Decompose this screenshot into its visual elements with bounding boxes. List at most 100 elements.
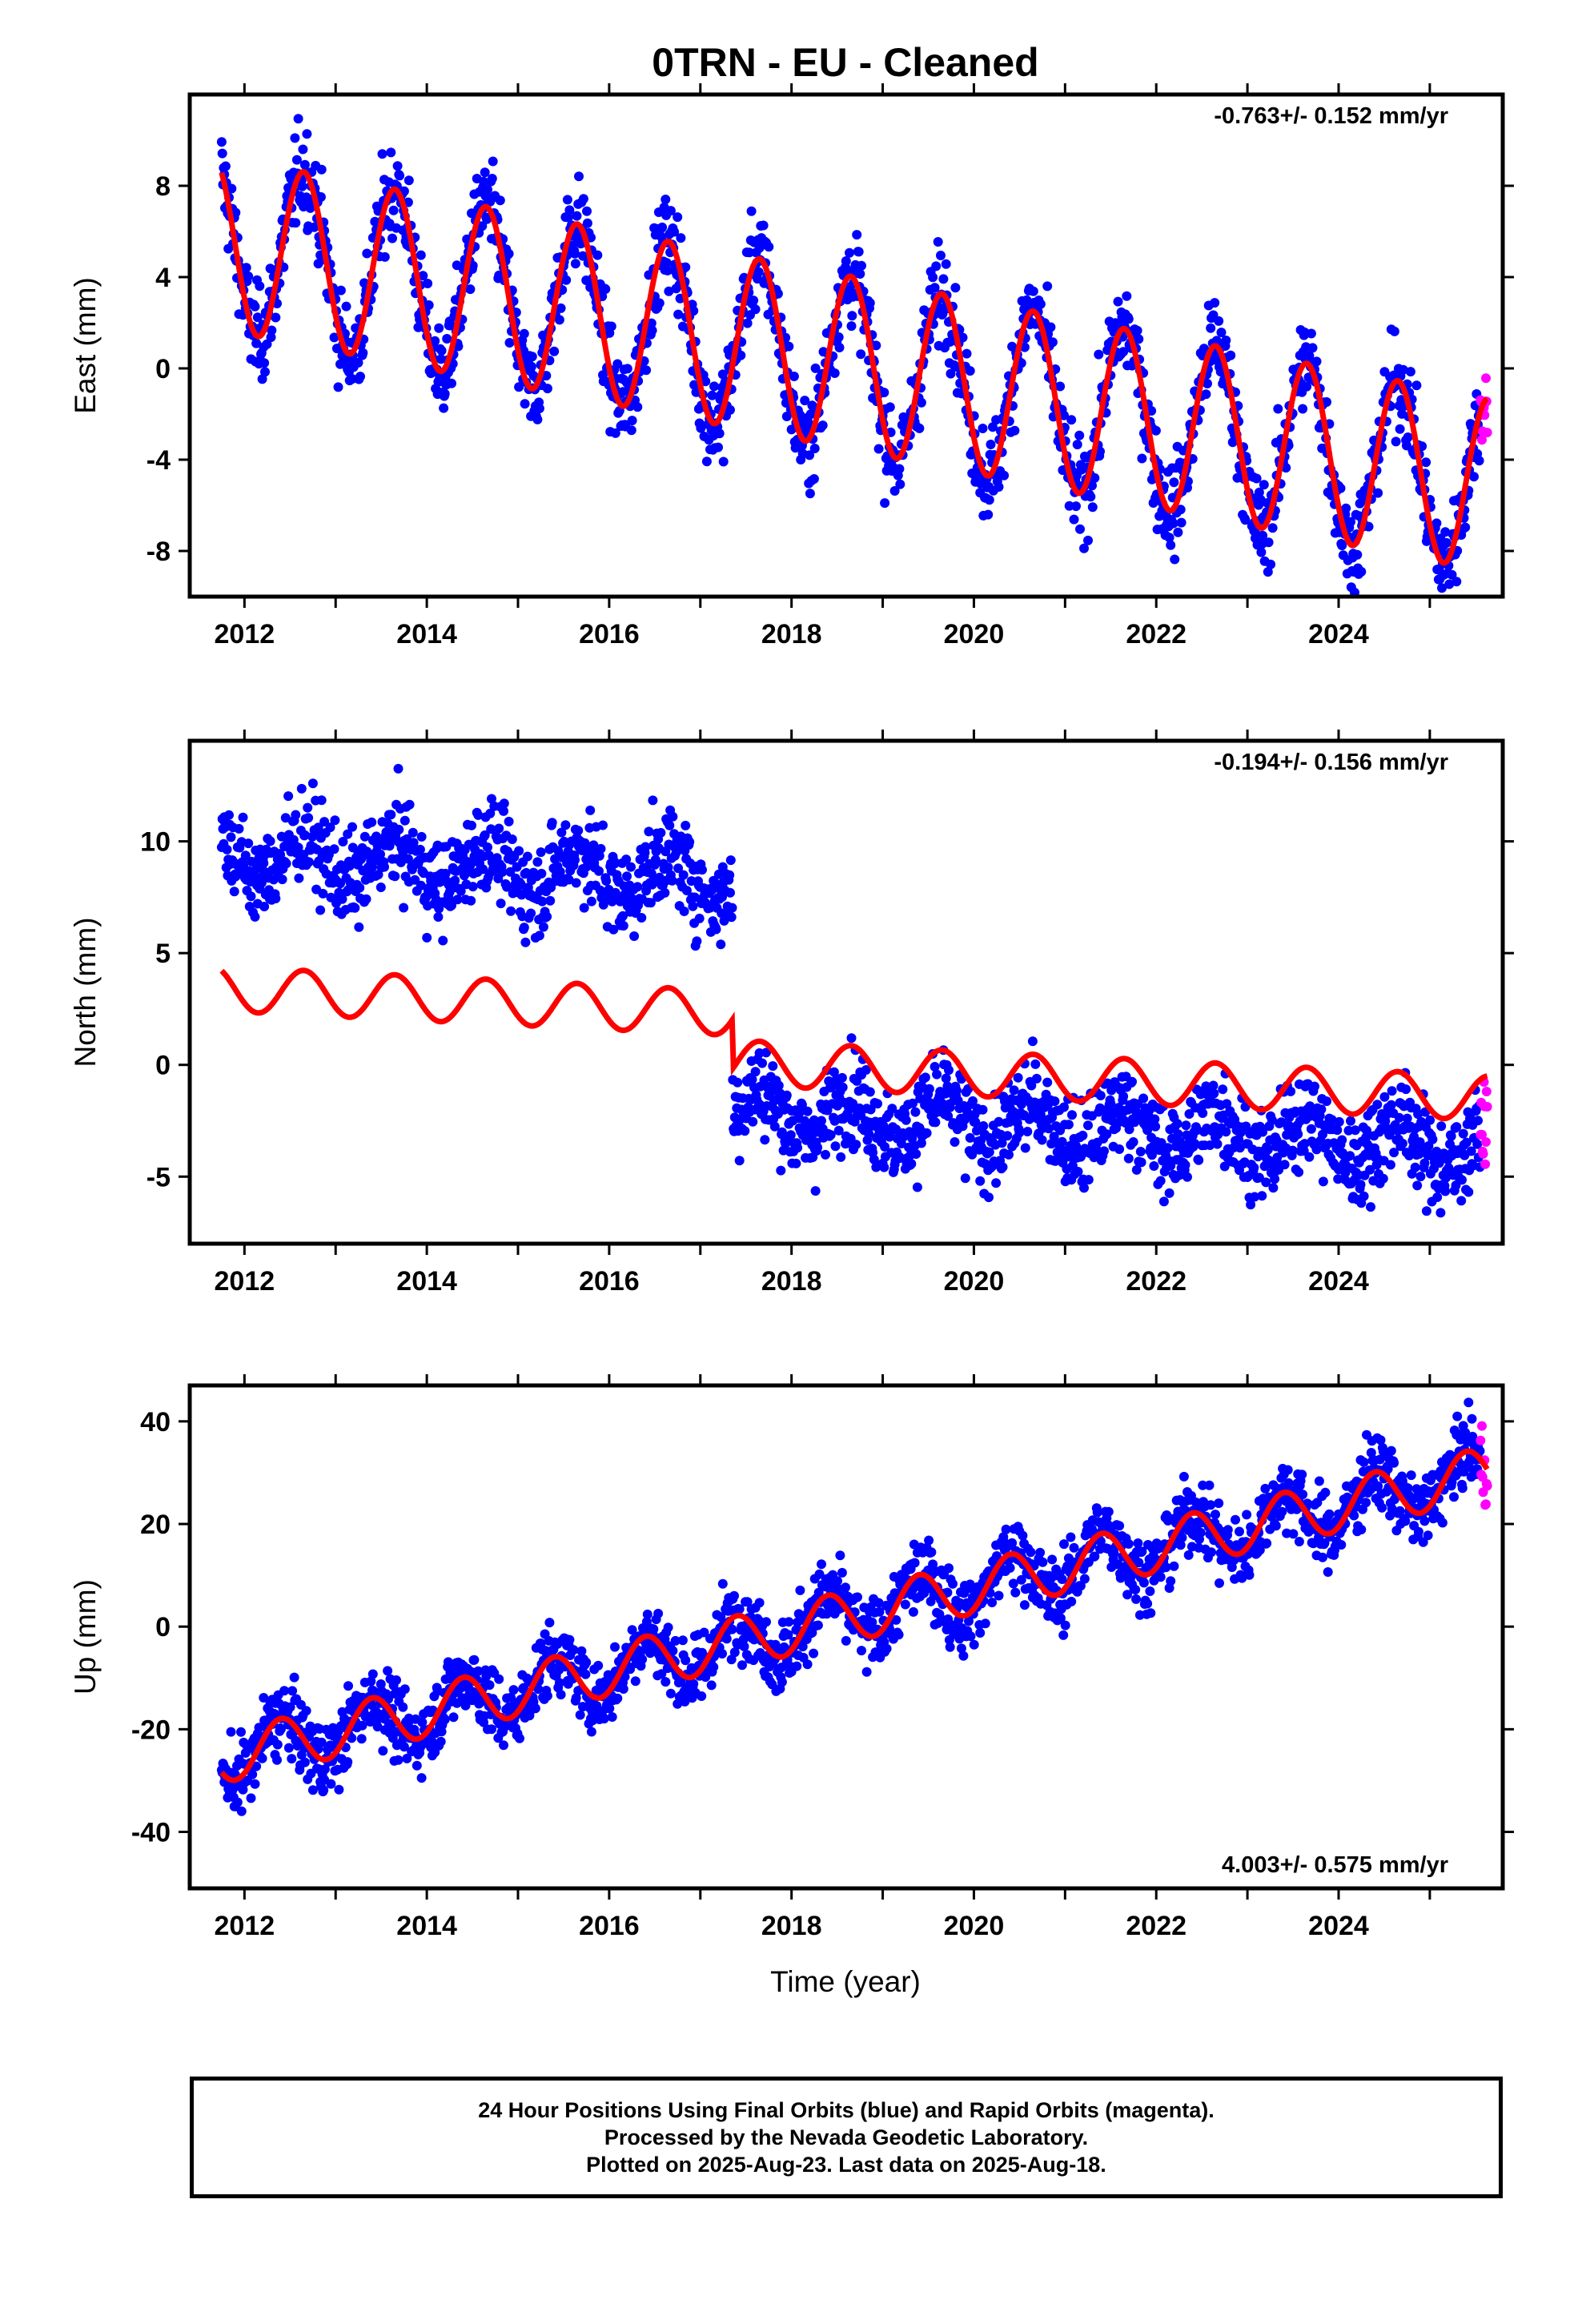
- final-point: [1298, 404, 1308, 414]
- final-point: [1293, 1129, 1303, 1140]
- final-point: [390, 871, 400, 882]
- final-point: [1124, 1124, 1134, 1135]
- final-point: [924, 1084, 934, 1094]
- final-point: [1158, 1196, 1169, 1207]
- final-point: [570, 248, 580, 259]
- final-point: [1090, 472, 1100, 483]
- final-point: [257, 374, 267, 384]
- final-point: [1261, 1177, 1271, 1188]
- final-point: [608, 924, 619, 935]
- final-point: [398, 847, 408, 858]
- final-point: [499, 806, 508, 816]
- final-point: [1366, 1202, 1375, 1212]
- final-point: [220, 161, 231, 171]
- final-point: [653, 1608, 664, 1618]
- final-point: [416, 831, 427, 842]
- final-point: [418, 271, 428, 281]
- final-point: [283, 1743, 294, 1753]
- final-point: [697, 1691, 707, 1701]
- final-point: [283, 791, 294, 802]
- final-point: [689, 306, 699, 316]
- final-point: [1294, 1167, 1304, 1177]
- final-point: [941, 259, 951, 269]
- final-point: [975, 1176, 986, 1186]
- plot-frame: [187, 738, 1505, 1246]
- final-point: [291, 810, 301, 820]
- final-point: [1114, 1144, 1125, 1154]
- final-point: [1043, 1124, 1054, 1134]
- final-point: [665, 820, 675, 830]
- final-point: [1226, 350, 1236, 360]
- final-point: [379, 251, 390, 262]
- final-point: [1181, 1120, 1191, 1131]
- final-point: [1113, 296, 1123, 307]
- final-point: [946, 368, 956, 379]
- final-point: [834, 343, 845, 352]
- final-point: [988, 422, 998, 432]
- final-point: [1132, 325, 1142, 336]
- final-point: [747, 1075, 757, 1084]
- final-point: [1337, 541, 1347, 551]
- final-point: [250, 301, 260, 312]
- final-point: [246, 1793, 256, 1803]
- final-point: [749, 296, 759, 306]
- final-point: [1268, 1183, 1279, 1193]
- final-point: [1172, 1119, 1182, 1129]
- final-point: [1042, 1077, 1053, 1088]
- final-point: [933, 237, 943, 247]
- final-point: [746, 206, 757, 216]
- final-point: [598, 820, 608, 830]
- final-point: [356, 853, 367, 863]
- final-point: [950, 283, 961, 293]
- final-point: [1019, 342, 1030, 352]
- final-point: [361, 894, 371, 904]
- final-point: [477, 221, 488, 231]
- final-point: [829, 368, 840, 378]
- y-tick-label: 4: [155, 263, 171, 293]
- final-point: [841, 1582, 850, 1593]
- final-point: [293, 842, 303, 853]
- final-point: [837, 1082, 848, 1092]
- final-point: [1359, 1191, 1369, 1201]
- final-point: [837, 1567, 847, 1578]
- final-point: [250, 911, 260, 922]
- final-point: [1095, 446, 1105, 456]
- final-point: [259, 358, 270, 368]
- final-point: [532, 414, 543, 424]
- final-point: [399, 1742, 409, 1752]
- final-point: [1362, 1125, 1371, 1136]
- final-point: [267, 325, 277, 336]
- final-point: [1094, 349, 1104, 360]
- final-point: [1254, 487, 1264, 497]
- final-point: [880, 498, 890, 509]
- final-point: [600, 284, 611, 294]
- final-point: [1302, 381, 1312, 392]
- final-point: [764, 242, 774, 252]
- data-points: [216, 763, 1492, 1218]
- final-point: [618, 911, 628, 921]
- final-point: [1180, 1160, 1191, 1170]
- final-point: [311, 844, 322, 854]
- final-point: [416, 880, 426, 891]
- final-point: [627, 416, 637, 426]
- final-point: [1002, 1131, 1013, 1141]
- final-point: [650, 854, 661, 865]
- final-point: [1214, 316, 1224, 326]
- final-point: [358, 348, 368, 358]
- final-point: [480, 830, 490, 840]
- final-point: [1020, 1143, 1030, 1153]
- final-point: [636, 913, 647, 923]
- x-tick-label: 2012: [215, 1266, 275, 1297]
- final-point: [983, 509, 994, 520]
- final-point: [1078, 1130, 1088, 1140]
- final-point: [561, 275, 572, 285]
- final-point: [802, 1106, 813, 1116]
- final-point: [487, 794, 496, 804]
- final-point: [271, 312, 281, 323]
- final-point: [250, 1779, 260, 1789]
- final-point: [606, 321, 616, 332]
- final-point: [914, 423, 925, 433]
- final-point: [1164, 1188, 1174, 1198]
- final-point: [725, 887, 735, 898]
- data-points: [216, 1397, 1492, 1816]
